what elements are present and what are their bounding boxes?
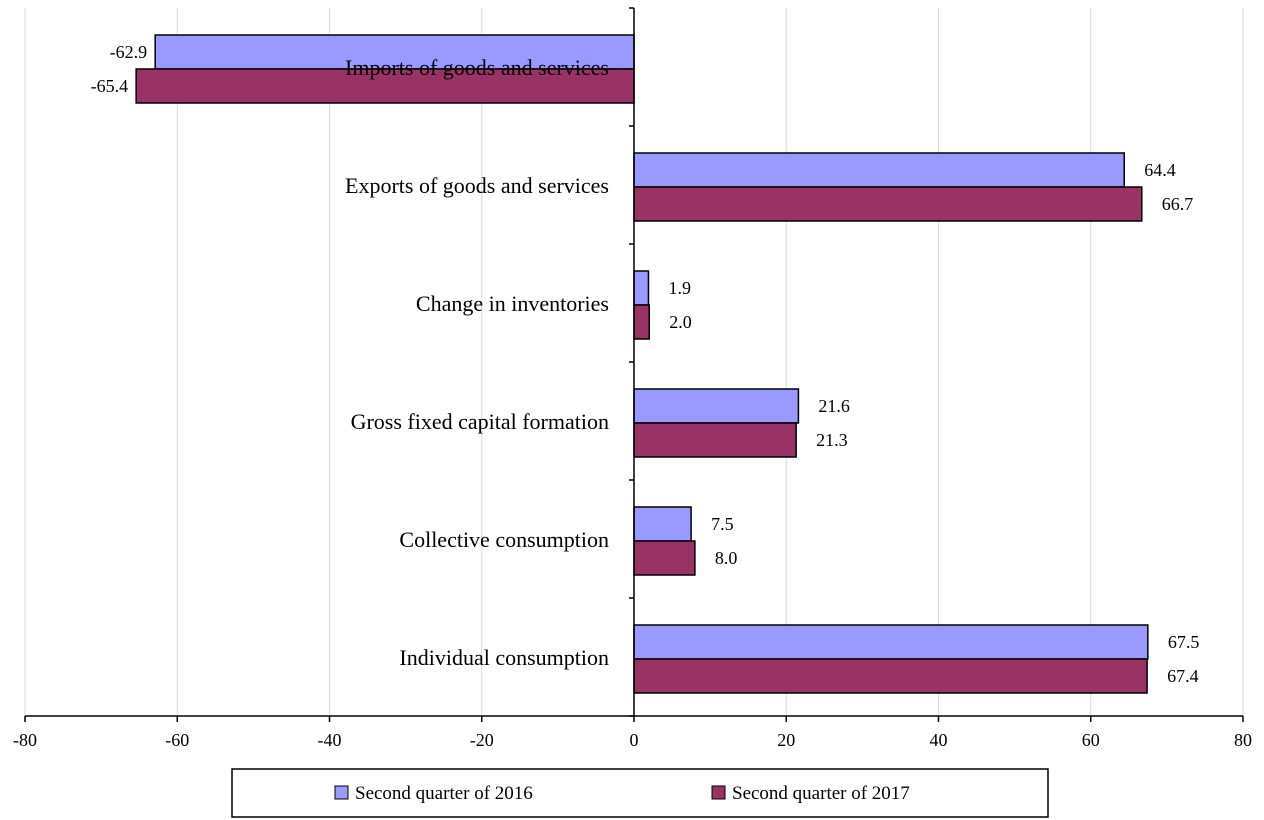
data-label: -62.9 bbox=[110, 42, 148, 62]
legend-swatch bbox=[711, 785, 726, 800]
data-label: 1.9 bbox=[668, 278, 691, 298]
x-tick-label: 40 bbox=[930, 730, 948, 750]
bar-series-2016 bbox=[633, 388, 800, 424]
bar-series-2017 bbox=[135, 68, 635, 104]
bars bbox=[135, 34, 1149, 694]
data-label: 21.6 bbox=[818, 396, 850, 416]
bar-series-2017 bbox=[633, 540, 696, 576]
x-tick-label: 20 bbox=[777, 730, 795, 750]
data-label: 7.5 bbox=[711, 514, 734, 534]
data-label: 21.3 bbox=[816, 430, 848, 450]
x-tick-label: 80 bbox=[1234, 730, 1252, 750]
category-label: Gross fixed capital formation bbox=[351, 409, 609, 434]
category-label: Individual consumption bbox=[399, 645, 609, 670]
x-tick-label: -60 bbox=[165, 730, 189, 750]
x-tick-label: 60 bbox=[1082, 730, 1100, 750]
bar-series-2016 bbox=[633, 152, 1125, 188]
bar-series-2016 bbox=[154, 34, 635, 70]
labels: -62.9 -65.4 Imports of goods and services 6… bbox=[91, 42, 1200, 686]
legend-swatch bbox=[334, 785, 349, 800]
bar-series-2017 bbox=[633, 422, 797, 458]
data-label: 8.0 bbox=[715, 548, 738, 568]
category-label: Change in inventories bbox=[416, 291, 609, 316]
data-label: 67.5 bbox=[1168, 632, 1200, 652]
bar-series-2017 bbox=[633, 658, 1148, 694]
bar-series-2017 bbox=[633, 186, 1143, 222]
data-label: 64.4 bbox=[1144, 160, 1176, 180]
legend-label: Second quarter of 2016 bbox=[355, 783, 533, 804]
axes: -80 -60 -40 -20 0 20 40 60 80 bbox=[13, 7, 1252, 750]
bar-series-2016 bbox=[633, 506, 692, 542]
legend: Second quarter of 2016 Second quarter of … bbox=[231, 768, 1049, 818]
legend-box bbox=[231, 768, 1049, 818]
bar-series-2016 bbox=[633, 270, 650, 306]
x-tick-label: -40 bbox=[318, 730, 342, 750]
x-tick-label: -20 bbox=[470, 730, 494, 750]
category-label: Collective consumption bbox=[399, 527, 609, 552]
data-label: -65.4 bbox=[91, 76, 129, 96]
data-label: 67.4 bbox=[1167, 666, 1199, 686]
legend-label: Second quarter of 2017 bbox=[732, 783, 910, 804]
data-label: 66.7 bbox=[1162, 194, 1194, 214]
bar-series-2017 bbox=[633, 304, 650, 340]
gridlines bbox=[24, 8, 1244, 716]
category-label: Exports of goods and services bbox=[345, 173, 609, 198]
x-tick-label: -80 bbox=[13, 730, 37, 750]
x-tick-label: 0 bbox=[630, 730, 639, 750]
data-label: 2.0 bbox=[669, 312, 692, 332]
category-label: Imports of goods and services bbox=[345, 55, 609, 80]
bar-series-2016 bbox=[633, 624, 1149, 660]
